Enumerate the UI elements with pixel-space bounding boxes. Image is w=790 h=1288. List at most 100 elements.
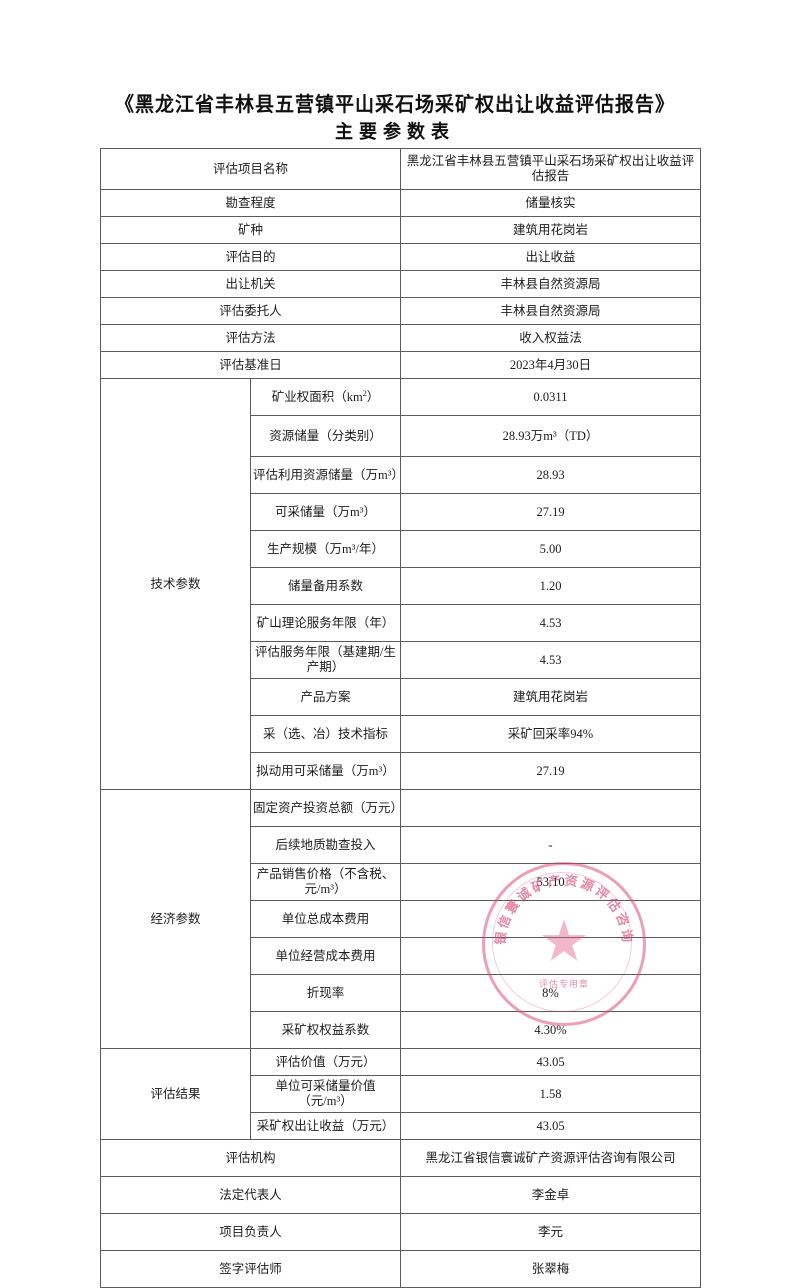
- table-row: 资源储量（分类别） 28.93万m³（TD）: [101, 415, 701, 457]
- row-label: 评估机构: [100, 1139, 401, 1177]
- table-row: 评估基准日 2023年4月30日: [100, 351, 701, 379]
- group-label-result: 评估结果: [100, 1048, 251, 1140]
- row-label: 采（选、冶）技术指标: [250, 715, 401, 753]
- table-row: 勘查程度 储量核实: [100, 189, 701, 217]
- row-label: 评估利用资源储量（万m³）: [250, 456, 404, 494]
- document-page: 《黑龙江省丰林县五营镇平山采石场采矿权出让收益评估报告》 主要参数表 评估项目名…: [60, 92, 730, 1288]
- row-value: 0.0311: [400, 378, 701, 416]
- row-value: 4.53: [400, 641, 701, 679]
- title-line-2: 主要参数表: [335, 121, 455, 143]
- row-label: 项目负责人: [100, 1213, 401, 1251]
- table-row: 生产规模（万m³/年） 5.00: [101, 530, 701, 568]
- row-value: 43.05: [400, 1112, 701, 1140]
- row-value: 建筑用花岗岩: [400, 678, 701, 716]
- row-label: 评估基准日: [100, 351, 401, 379]
- row-value: -: [400, 826, 701, 864]
- row-label: 生产规模（万m³/年）: [250, 530, 401, 568]
- table-row: 储量备用系数 1.20: [101, 567, 701, 605]
- table-row: 技术参数 矿业权面积（km2） 0.0311: [100, 378, 701, 790]
- table-row: 产品销售价格（不含税、元/m³） 53.10: [101, 863, 701, 901]
- row-value: 采矿回采率94%: [400, 715, 701, 753]
- table-row: 评估服务年限（基建期/生产期） 4.53: [101, 641, 701, 679]
- row-value: 27.19: [400, 752, 701, 790]
- row-label: 单位经营成本费用: [250, 937, 401, 975]
- row-value: 黑龙江省银信寰诚矿产资源评估咨询有限公司: [400, 1139, 701, 1177]
- parameters-table: 评估项目名称 黑龙江省丰林县五营镇平山采石场采矿权出让收益评估报告 勘查程度 储…: [100, 148, 701, 1288]
- row-value: 1.20: [400, 567, 701, 605]
- document-title-block: 《黑龙江省丰林县五营镇平山采石场采矿权出让收益评估报告》 主要参数表: [60, 92, 730, 145]
- row-value: 27.19: [400, 493, 701, 531]
- row-value: 储量核实: [400, 189, 701, 217]
- table-row: 采（选、冶）技术指标 采矿回采率94%: [101, 715, 701, 753]
- row-label: 评估价值（万元）: [250, 1048, 401, 1076]
- row-value: 黑龙江省丰林县五营镇平山采石场采矿权出让收益评估报告: [400, 148, 701, 190]
- row-value: 4.30%: [400, 1011, 701, 1049]
- row-label-tail: ）: [366, 389, 380, 404]
- row-value: 28.93万m³（TD）: [400, 415, 701, 457]
- row-label: 评估项目名称: [100, 148, 401, 190]
- row-value: 李金卓: [400, 1176, 701, 1214]
- table-row: 产品方案 建筑用花岗岩: [101, 678, 701, 716]
- row-label: 单位可采储量价值（元/m³）: [250, 1075, 401, 1113]
- row-label: 固定资产投资总额（万元）: [250, 789, 403, 827]
- table-row: 评估项目名称 黑龙江省丰林县五营镇平山采石场采矿权出让收益评估报告: [100, 148, 701, 190]
- table-row: 法定代表人 李金卓: [100, 1176, 701, 1214]
- row-label: 评估服务年限（基建期/生产期）: [250, 641, 401, 679]
- row-value: 李元: [400, 1213, 701, 1251]
- row-value: 出让收益: [400, 243, 701, 271]
- row-label: 可采储量（万m³）: [250, 493, 401, 531]
- row-label-base: 矿业权面积（km: [271, 389, 363, 404]
- row-label: 储量备用系数: [250, 567, 401, 605]
- row-label: 采矿权权益系数: [250, 1011, 401, 1049]
- table-row: 评估机构 黑龙江省银信寰诚矿产资源评估咨询有限公司: [100, 1139, 701, 1177]
- row-value: 丰林县自然资源局: [400, 270, 701, 298]
- table-row: 评估结果 评估价值（万元） 43.05: [100, 1048, 701, 1140]
- row-label: 采矿权出让收益（万元）: [250, 1112, 401, 1140]
- table-row: 评估委托人 丰林县自然资源局: [100, 297, 701, 325]
- row-label: 法定代表人: [100, 1176, 401, 1214]
- table-row: 后续地质勘查投入 -: [101, 826, 701, 864]
- table-body: 评估项目名称 黑龙江省丰林县五营镇平山采石场采矿权出让收益评估报告 勘查程度 储…: [100, 148, 701, 1288]
- group-label-technical: 技术参数: [100, 378, 251, 790]
- row-value: [400, 900, 701, 938]
- row-value: 张翠梅: [400, 1250, 701, 1288]
- row-label: 资源储量（分类别）: [250, 415, 401, 457]
- row-value: 2023年4月30日: [400, 351, 701, 379]
- table-row: 评估方法 收入权益法: [100, 324, 701, 352]
- table-row: 可采储量（万m³） 27.19: [101, 493, 701, 531]
- table-row: 评估目的 出让收益: [100, 243, 701, 271]
- row-label: 折现率: [250, 974, 401, 1012]
- table-row: 签字评估师 张翠梅: [100, 1250, 701, 1288]
- row-label: 产品销售价格（不含税、元/m³）: [250, 863, 401, 901]
- table-row: 矿山理论服务年限（年） 4.53: [101, 604, 701, 642]
- row-label: 产品方案: [250, 678, 401, 716]
- table-row: 项目负责人 李元: [100, 1213, 701, 1251]
- table-row: 评估利用资源储量（万m³） 28.93: [101, 456, 701, 494]
- row-label: 签字评估师: [100, 1250, 401, 1288]
- row-label-superscript: 2: [362, 388, 367, 398]
- table-row: 单位经营成本费用: [101, 937, 701, 975]
- table-row: 出让机关 丰林县自然资源局: [100, 270, 701, 298]
- row-label: 评估目的: [100, 243, 401, 271]
- row-label: 矿山理论服务年限（年）: [250, 604, 401, 642]
- row-value: 建筑用花岗岩: [400, 216, 701, 244]
- row-value: 53.10: [400, 863, 701, 901]
- row-value: 4.53: [400, 604, 701, 642]
- row-label: 勘查程度: [100, 189, 401, 217]
- row-value: 43.05: [400, 1048, 701, 1076]
- row-label: 评估委托人: [100, 297, 401, 325]
- row-value: 收入权益法: [400, 324, 701, 352]
- row-value: 8%: [400, 974, 701, 1012]
- table-row: 折现率 8%: [101, 974, 701, 1012]
- row-value: 5.00: [400, 530, 701, 568]
- row-label: 单位总成本费用: [250, 900, 401, 938]
- group-label-economic: 经济参数: [100, 789, 251, 1049]
- row-value: 丰林县自然资源局: [400, 297, 701, 325]
- table-row: 拟动用可采储量（万m³） 27.19: [101, 752, 701, 790]
- row-value: 28.93: [400, 456, 701, 494]
- row-label: 拟动用可采储量（万m³）: [250, 752, 401, 790]
- row-label: 矿种: [100, 216, 401, 244]
- table-row: 经济参数 固定资产投资总额（万元）: [100, 789, 701, 1049]
- row-label: 出让机关: [100, 270, 401, 298]
- row-value: [400, 789, 701, 827]
